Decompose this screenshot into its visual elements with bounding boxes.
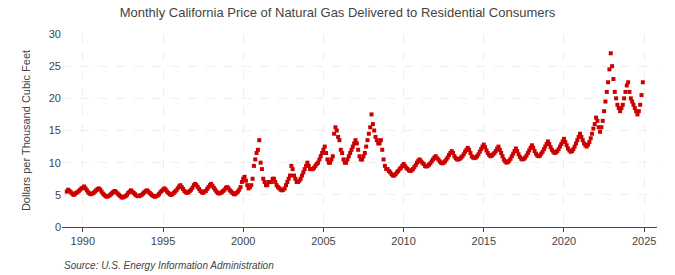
svg-text:2010: 2010 <box>391 235 415 247</box>
svg-text:30: 30 <box>49 28 61 40</box>
svg-text:20: 20 <box>49 92 61 104</box>
svg-text:2015: 2015 <box>472 235 496 247</box>
svg-text:1990: 1990 <box>71 235 95 247</box>
svg-text:Monthly California Price of Na: Monthly California Price of Natural Gas … <box>120 5 556 20</box>
svg-text:0: 0 <box>55 221 61 233</box>
svg-text:2005: 2005 <box>311 235 335 247</box>
svg-text:1995: 1995 <box>151 235 175 247</box>
svg-text:5: 5 <box>55 189 61 201</box>
svg-text:2020: 2020 <box>552 235 576 247</box>
svg-text:25: 25 <box>49 60 61 72</box>
svg-text:Dollars per Thousand Cubic Fee: Dollars per Thousand Cubic Feet <box>20 50 32 211</box>
svg-text:2000: 2000 <box>231 235 255 247</box>
svg-text:Source: U.S. Energy Informatio: Source: U.S. Energy Information Administ… <box>64 260 274 271</box>
svg-text:10: 10 <box>49 157 61 169</box>
svg-text:15: 15 <box>49 124 61 136</box>
svg-text:2025: 2025 <box>632 235 656 247</box>
